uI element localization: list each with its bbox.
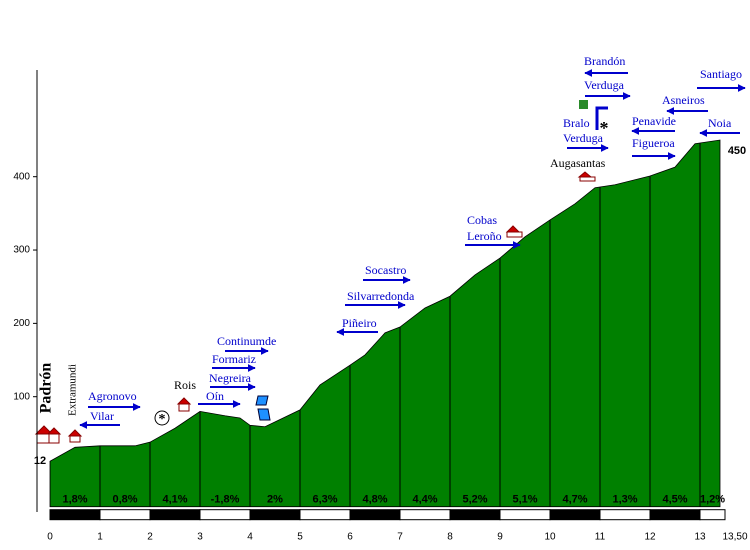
svg-text:*: *	[600, 118, 609, 138]
gradient-label: 4,7%	[562, 494, 587, 506]
place-label: Santiago	[700, 67, 742, 81]
km-block	[349, 509, 401, 521]
place-label: Vilar	[90, 409, 114, 423]
x-tick-label: 5	[297, 531, 303, 542]
place-label: Cobas	[467, 213, 497, 227]
x-tick-label: 1	[97, 531, 103, 542]
place-label: Socastro	[365, 263, 406, 277]
km-block	[649, 509, 701, 521]
km-block	[149, 509, 201, 521]
x-tick-label: 10	[544, 531, 556, 542]
gradient-label: 4,8%	[362, 494, 387, 506]
place-label: Asneiros	[662, 93, 705, 107]
km-block	[99, 509, 151, 521]
place-label: Rois	[174, 378, 196, 392]
gradient-label: 6,3%	[312, 494, 337, 506]
gradient-label: 5,2%	[462, 494, 487, 506]
gradient-label: 1,2%	[700, 494, 725, 506]
place-label: Brandón	[584, 54, 625, 68]
km-block	[49, 509, 101, 521]
place-label: Extramundi	[67, 364, 79, 416]
x-tick-label: 9	[497, 531, 503, 542]
x-tick-label: 6	[347, 531, 353, 542]
gradient-label: 4,1%	[162, 494, 187, 506]
km-block	[449, 509, 501, 521]
place-label: Formariz	[212, 352, 256, 366]
start-elevation: 12	[34, 455, 46, 467]
x-tick-label: 3	[197, 531, 203, 542]
place-label: Penavide	[632, 114, 676, 128]
gradient-label: 4,5%	[662, 494, 687, 506]
x-tick-label: 8	[447, 531, 453, 542]
place-label: Silvarredonda	[347, 289, 415, 303]
place-label: Augasantas	[550, 156, 606, 170]
km-block	[399, 509, 451, 521]
y-tick-label: 200	[13, 318, 30, 329]
x-tick-label: 4	[247, 531, 253, 542]
place-label: Padrón	[38, 363, 55, 414]
place-label: Noia	[708, 116, 732, 130]
x-tick-label: 2	[147, 531, 153, 542]
gradient-label: 1,8%	[62, 494, 87, 506]
gradient-label: 0,8%	[112, 494, 137, 506]
gradient-label: 1,3%	[612, 494, 637, 506]
elevation-area	[49, 139, 721, 508]
place-label: Negreira	[209, 371, 252, 385]
km-block	[599, 509, 651, 521]
km-block	[699, 509, 726, 521]
x-tick-label: 13	[694, 531, 706, 542]
place-label: Agronovo	[88, 389, 137, 403]
icons: * *	[34, 100, 609, 444]
y-tick-label: 100	[13, 391, 30, 402]
gradient-label: 4,4%	[412, 494, 437, 506]
end-elevation: 450	[728, 145, 746, 157]
x-tick-label: 7	[397, 531, 403, 542]
place-label: Leroño	[467, 229, 502, 243]
y-tick-label: 300	[13, 245, 30, 256]
place-label: Verduga	[584, 78, 625, 92]
place-label: Continumde	[217, 334, 276, 348]
place-label: Piñeiro	[342, 316, 377, 330]
km-block	[299, 509, 351, 521]
gradient-label: 2%	[267, 494, 283, 506]
km-block	[199, 509, 251, 521]
km-block	[249, 509, 301, 521]
km-block	[549, 509, 601, 521]
gradient-label: 5,1%	[512, 494, 537, 506]
x-tick-label: 11	[595, 531, 606, 542]
place-label: Verduga	[563, 131, 604, 145]
place-label: Figueroa	[632, 136, 675, 150]
x-tick-label: 0	[47, 531, 53, 542]
y-tick-label: 400	[13, 171, 30, 182]
gradient-label: -1,8%	[211, 494, 240, 506]
x-tick-label: 12	[644, 531, 656, 542]
svg-text:*: *	[159, 412, 166, 427]
place-label: Bralo	[563, 116, 590, 130]
x-tick-label: 13,50	[722, 531, 747, 542]
km-block	[499, 509, 551, 521]
place-label: Oín	[206, 389, 224, 403]
